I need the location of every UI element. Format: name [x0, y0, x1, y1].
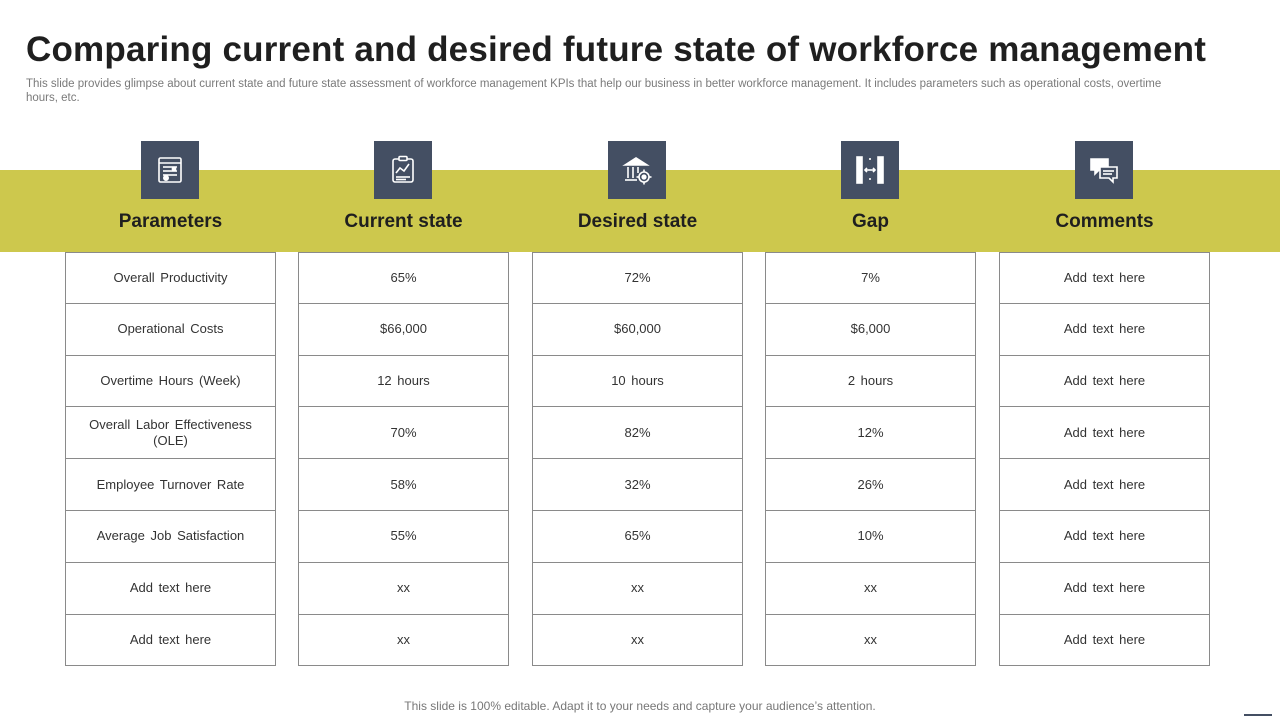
- column-cells: 7% $6,000 2 hours 12% 26% 10% xx xx: [765, 252, 976, 667]
- table-cell: Overall Labor Effectiveness (OLE): [65, 407, 276, 460]
- bank-target-icon: [608, 141, 666, 199]
- table-cell: $60,000: [532, 303, 743, 356]
- table-cell: 7%: [765, 252, 976, 304]
- column-header: Parameters: [118, 211, 223, 232]
- table-cell: 65%: [532, 510, 743, 563]
- table-cell: $66,000: [298, 303, 509, 356]
- table-cell: 10%: [765, 510, 976, 563]
- table-cell: xx: [298, 614, 509, 667]
- table-cell: Overtime Hours (Week): [65, 355, 276, 408]
- table-cell: 26%: [765, 459, 976, 511]
- table-cell: Operational Costs: [65, 303, 276, 356]
- column-header: Gap: [852, 211, 889, 232]
- table-cell: 82%: [532, 407, 743, 460]
- table-cell: Add text here: [999, 252, 1210, 304]
- table-cell: Average Job Satisfaction: [65, 510, 276, 563]
- table-cell: 2 hours: [765, 355, 976, 408]
- table-cell: Overall Productivity: [65, 252, 276, 304]
- column-cells: 65% $66,000 12 hours 70% 58% 55% xx xx: [298, 252, 509, 667]
- table-cell: Employee Turnover Rate: [65, 459, 276, 511]
- table-cell: Add text here: [999, 459, 1210, 511]
- table-cell: Add text here: [999, 355, 1210, 408]
- table-cell: Add text here: [65, 562, 276, 615]
- table-cell: xx: [532, 614, 743, 667]
- table-cell: xx: [765, 614, 976, 667]
- table-cell: 72%: [532, 252, 743, 304]
- table-cell: 65%: [298, 252, 509, 304]
- column-header: Current state: [344, 211, 463, 232]
- table-cell: Add text here: [999, 510, 1210, 563]
- table-cell: Add text here: [999, 303, 1210, 356]
- slide-title: Comparing current and desired future sta…: [26, 30, 1207, 69]
- column-cells: 72% $60,000 10 hours 82% 32% 65% xx xx: [532, 252, 743, 667]
- table-cell: $6,000: [765, 303, 976, 356]
- table-cell: xx: [765, 562, 976, 615]
- column-cells: Overall Productivity Operational Costs O…: [65, 252, 276, 667]
- table-cell: Add text here: [999, 614, 1210, 667]
- table-cell: 58%: [298, 459, 509, 511]
- table-cell: Add text here: [999, 407, 1210, 460]
- table-cell: Add text here: [999, 562, 1210, 615]
- column-cells: Add text here Add text here Add text her…: [999, 252, 1210, 667]
- column-header: Desired state: [577, 211, 698, 232]
- table-cell: 70%: [298, 407, 509, 460]
- column-header: Comments: [1055, 211, 1154, 232]
- table-cell: Add text here: [65, 614, 276, 667]
- slide-footer: This slide is 100% editable. Adapt it to…: [404, 699, 876, 713]
- slide-subtitle: This slide provides glimpse about curren…: [26, 78, 1162, 104]
- table-cell: 12%: [765, 407, 976, 460]
- chat-bubbles-icon: [1075, 141, 1133, 199]
- gap-measure-icon: [841, 141, 899, 199]
- table-cell: 32%: [532, 459, 743, 511]
- table-cell: 55%: [298, 510, 509, 563]
- table-cell: xx: [532, 562, 743, 615]
- table-cell: 12 hours: [298, 355, 509, 408]
- table-cell: 10 hours: [532, 355, 743, 408]
- table-cell: xx: [298, 562, 509, 615]
- report-chart-icon: [374, 141, 432, 199]
- spreadsheet-icon: [141, 141, 199, 199]
- corner-accent: [1244, 714, 1272, 716]
